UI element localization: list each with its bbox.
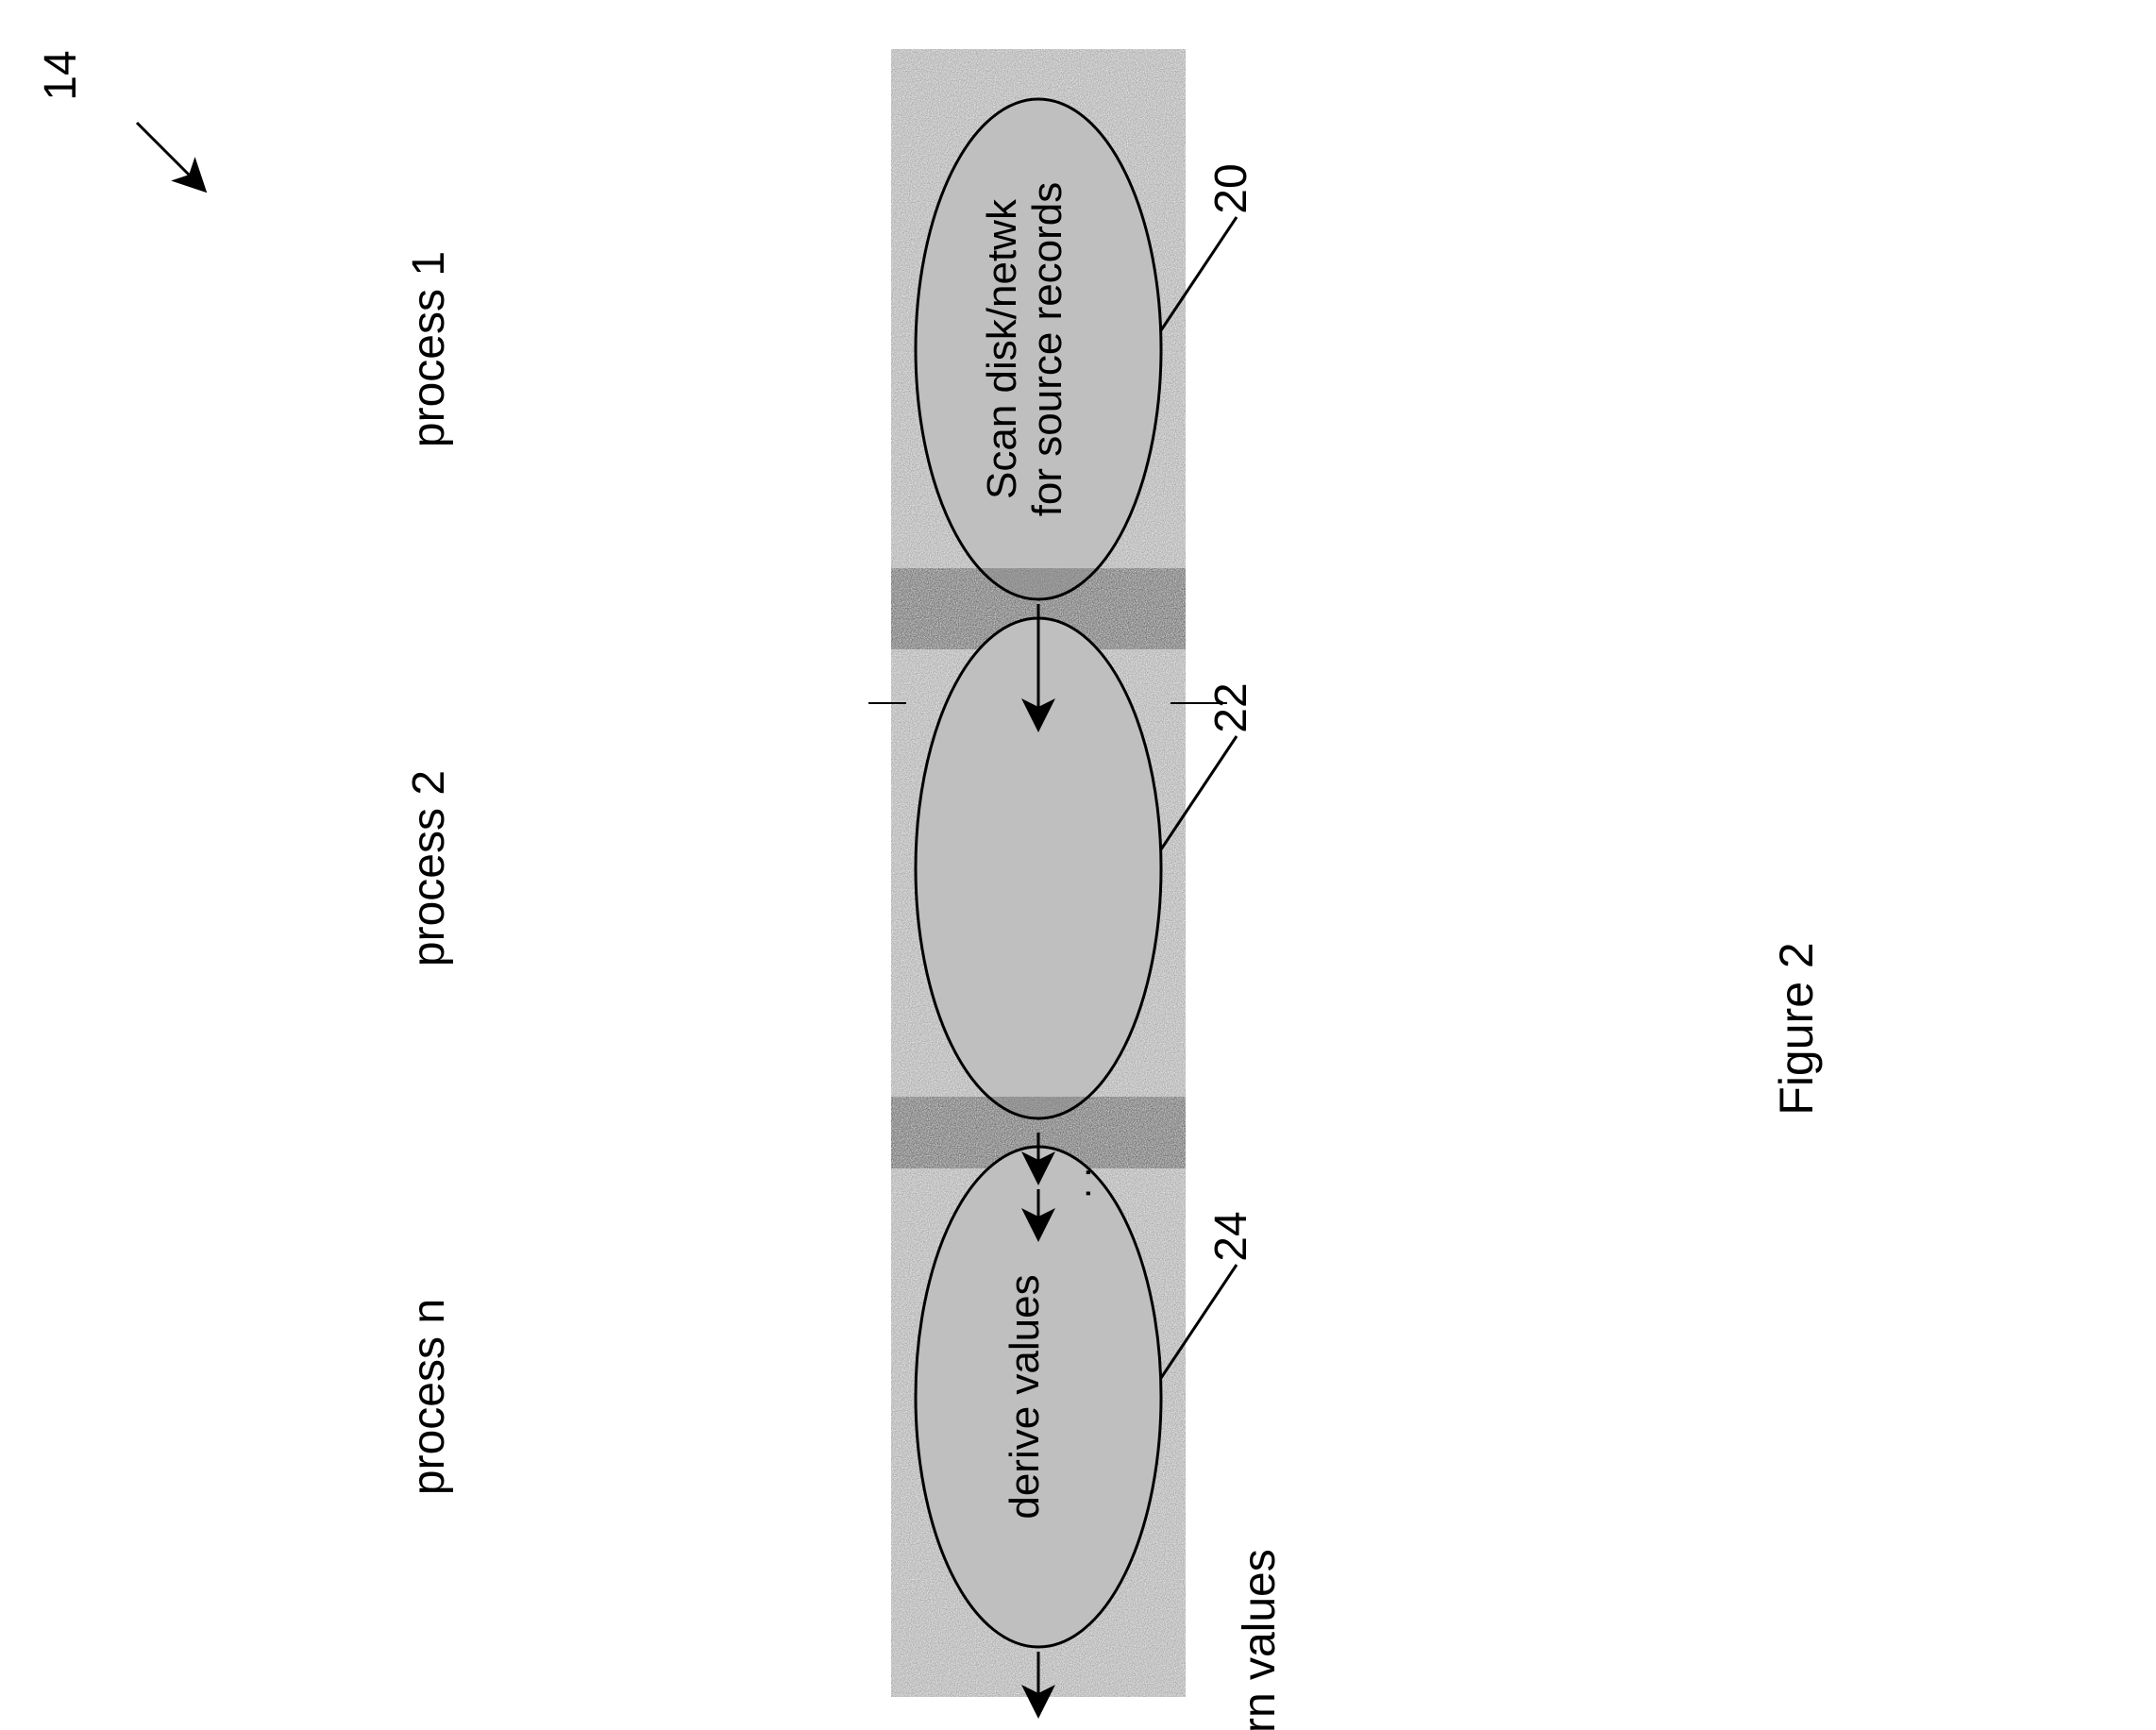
figure-svg: Scan disk/netwkfor source records process…: [0, 0, 2156, 1730]
node3-ref: 24: [1206, 1211, 1256, 1261]
node3-label: derive values: [1002, 1274, 1048, 1519]
figure-canvas: Scan disk/netwkfor source records process…: [0, 0, 2156, 1730]
figure-ref-main-arrow: [137, 123, 203, 189]
node1-label: Scan disk/netwkfor source records: [979, 182, 1070, 517]
svg-text:. .: . .: [1057, 1167, 1099, 1199]
node1-ref: 20: [1206, 163, 1256, 213]
figure-caption: Figure 2: [1770, 942, 1823, 1115]
node1-row-label: process 1: [404, 251, 454, 447]
output-label: return values: [1235, 1549, 1285, 1730]
node2-ref: 22: [1206, 682, 1256, 732]
node2-row-label: process 2: [404, 770, 454, 966]
node3-row-label: process n: [404, 1299, 454, 1495]
figure-ref-main: 14: [36, 50, 86, 100]
